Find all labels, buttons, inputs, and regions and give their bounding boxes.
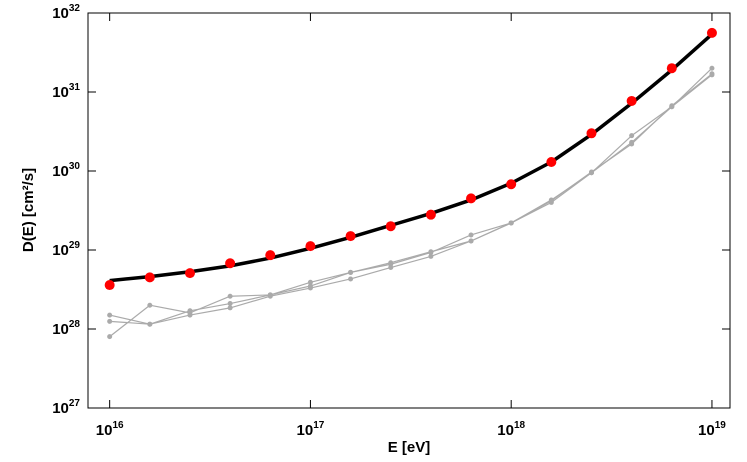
x-axis-label: E [eV] xyxy=(388,439,431,456)
data-point xyxy=(428,249,434,255)
tick-label-base: 10 xyxy=(52,400,69,417)
data-point xyxy=(225,258,236,269)
data-point xyxy=(388,265,394,271)
data-point xyxy=(629,141,635,147)
data-point xyxy=(305,241,316,252)
series-line xyxy=(109,73,713,338)
tick-label-base: 10 xyxy=(297,422,314,439)
tick-label-exponent: 27 xyxy=(69,398,81,409)
data-point xyxy=(468,238,474,244)
data-point xyxy=(107,318,113,324)
data-point xyxy=(508,220,514,226)
data-point xyxy=(468,232,474,238)
data-point xyxy=(307,285,313,291)
data-point xyxy=(626,95,637,106)
data-point xyxy=(267,292,273,298)
tick-label: 1028 xyxy=(52,319,80,338)
data-point xyxy=(227,301,233,307)
data-point xyxy=(709,65,715,71)
data-point xyxy=(706,27,717,38)
tick-label: 1027 xyxy=(52,398,80,417)
data-point xyxy=(147,302,153,308)
data-point xyxy=(506,179,517,190)
data-point xyxy=(348,276,354,282)
data-point xyxy=(388,260,394,266)
data-point xyxy=(548,198,554,204)
data-point xyxy=(107,312,113,318)
data-point xyxy=(546,156,557,167)
data-point xyxy=(385,221,396,232)
tick-label-exponent: 32 xyxy=(69,3,81,14)
tick-label-base: 10 xyxy=(497,422,514,439)
series-line xyxy=(109,67,713,325)
tick-label-base: 10 xyxy=(96,422,113,439)
data-point xyxy=(466,193,477,204)
data-point xyxy=(348,269,354,275)
y-axis-label: D(E) [cm²/s] xyxy=(20,168,37,252)
data-point xyxy=(227,305,233,311)
data-point xyxy=(586,128,597,139)
tick-label-base: 10 xyxy=(52,163,69,180)
tick-label-exponent: 28 xyxy=(69,319,81,330)
tick-label-base: 10 xyxy=(52,242,69,259)
data-point xyxy=(184,268,195,279)
tick-label-base: 10 xyxy=(52,5,69,22)
data-point xyxy=(227,293,233,299)
data-point xyxy=(425,209,436,220)
data-point xyxy=(345,231,356,242)
series-line xyxy=(109,32,714,283)
data-point xyxy=(147,321,153,327)
tick-label: 1029 xyxy=(52,240,80,259)
tick-label: 1030 xyxy=(52,161,80,180)
tick-label-exponent: 19 xyxy=(715,420,727,431)
tick-label-exponent: 17 xyxy=(313,420,325,431)
tick-label-exponent: 18 xyxy=(514,420,526,431)
data-point xyxy=(709,71,715,77)
data-point xyxy=(669,103,675,109)
tick-label-base: 10 xyxy=(52,321,69,338)
plot-frame xyxy=(87,12,731,409)
data-point xyxy=(104,280,115,291)
data-point xyxy=(588,169,594,175)
data-point xyxy=(428,253,434,259)
tick-label-exponent: 16 xyxy=(112,420,124,431)
tick-label-exponent: 30 xyxy=(69,161,81,172)
data-point xyxy=(666,63,677,74)
data-point xyxy=(629,133,635,139)
tick-label: 1032 xyxy=(52,3,80,22)
tick-label-base: 10 xyxy=(698,422,715,439)
tick-label: 1016 xyxy=(96,420,124,439)
data-point xyxy=(144,272,155,283)
data-point xyxy=(307,279,313,285)
tick-label-exponent: 29 xyxy=(69,240,81,251)
data-point xyxy=(187,310,193,316)
data-point xyxy=(107,334,113,340)
tick-label: 1031 xyxy=(52,82,80,101)
data-point xyxy=(265,250,276,261)
tick-label: 1018 xyxy=(497,420,525,439)
tick-label: 1017 xyxy=(297,420,325,439)
tick-label-base: 10 xyxy=(52,84,69,101)
tick-label-exponent: 31 xyxy=(69,82,81,93)
tick-label: 1019 xyxy=(698,420,726,439)
